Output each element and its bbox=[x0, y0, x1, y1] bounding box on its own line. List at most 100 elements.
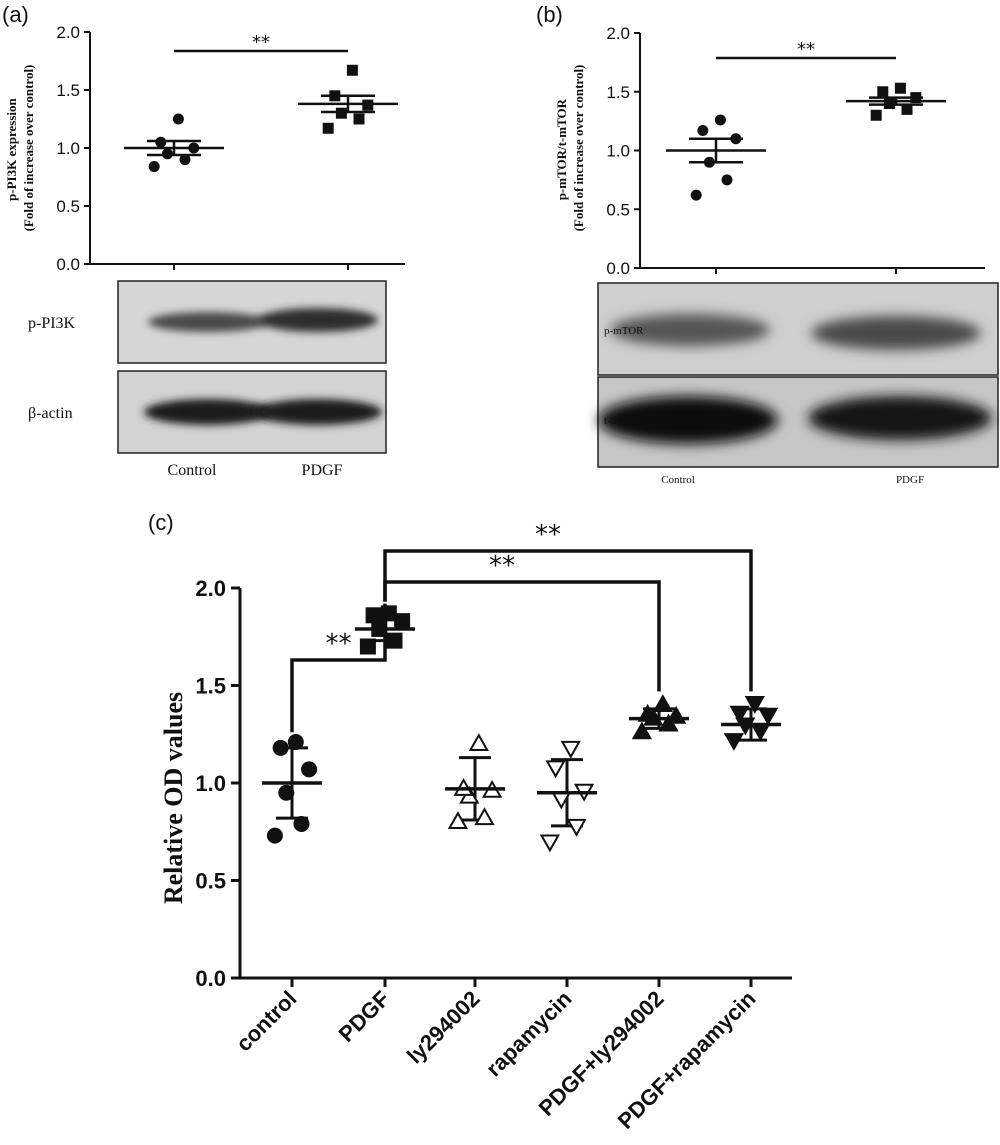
data-point bbox=[335, 107, 347, 119]
data-point bbox=[474, 807, 495, 826]
data-point bbox=[322, 122, 334, 134]
x-category-label: rapamycin bbox=[481, 986, 577, 1082]
panel-c: (c) Relative OD values 0.0 0.5 1.0 1.5 2.0 co… bbox=[148, 510, 792, 1134]
blot-a-lane-label-control: Control bbox=[168, 462, 217, 479]
data-point bbox=[287, 734, 304, 751]
significance-label: ** bbox=[797, 39, 815, 60]
data-point bbox=[910, 92, 922, 104]
data-point bbox=[723, 733, 745, 751]
data-point bbox=[365, 607, 382, 624]
data-point bbox=[447, 811, 469, 829]
blot-a-row-label-2: β-actin bbox=[28, 405, 73, 422]
significance-label: ** bbox=[535, 520, 561, 550]
data-point bbox=[894, 82, 906, 94]
plot-area-c: 0.0 0.5 1.0 1.5 2.0 control PDGF ly294002rapamy… bbox=[195, 520, 792, 1134]
data-point bbox=[172, 113, 184, 125]
blot-a-band-control-1 bbox=[148, 312, 268, 332]
data-point bbox=[179, 154, 191, 166]
data-point bbox=[362, 99, 374, 111]
y-tick-label: 0.0 bbox=[56, 255, 80, 274]
y-axis-label-a-line2: (Fold of increase over control) bbox=[21, 65, 36, 232]
data-point bbox=[148, 161, 160, 173]
blot-b-row-label-1: p-mTOR bbox=[604, 325, 644, 337]
y-tick-label: 0.5 bbox=[56, 197, 80, 216]
x-category-label: control bbox=[231, 986, 301, 1056]
significance-label: ** bbox=[326, 629, 352, 659]
data-point bbox=[155, 136, 167, 148]
y-axis-label-a: p-PI3K expression (Fold of increase over… bbox=[4, 65, 36, 232]
y-axis-label-b-line1: p-mTOR/t-mTOR bbox=[554, 98, 569, 200]
data-point bbox=[359, 638, 376, 655]
data-point bbox=[750, 723, 771, 742]
y-axis-label-b: p-mTOR/t-mTOR (Fold of increase over con… bbox=[554, 65, 586, 232]
significance-bracket bbox=[383, 580, 661, 692]
y-axis-label-b-line2: (Fold of increase over control) bbox=[571, 65, 586, 232]
data-point bbox=[161, 148, 173, 160]
panel-label-b: (b) bbox=[536, 2, 563, 27]
data-point bbox=[901, 103, 913, 115]
data-point bbox=[329, 90, 341, 102]
data-point bbox=[380, 605, 397, 622]
data-point bbox=[566, 818, 587, 837]
blot-a-band-control-2 bbox=[144, 399, 272, 425]
plot-area-b: 0.0 0.5 1.0 1.5 2.0 ** bbox=[606, 24, 985, 278]
blot-a: p-PI3K β-actin Control PDGF bbox=[28, 280, 387, 479]
data-point bbox=[560, 740, 581, 759]
data-point bbox=[697, 125, 709, 137]
data-point bbox=[877, 86, 889, 98]
data-point bbox=[652, 694, 673, 712]
data-point bbox=[272, 739, 289, 756]
data-point bbox=[703, 156, 715, 168]
data-point bbox=[744, 696, 765, 714]
data-point bbox=[353, 113, 365, 125]
blot-a-band-pdgf-1 bbox=[258, 308, 378, 332]
blot-b-band-pdgf-2 bbox=[808, 396, 992, 440]
y-tick-label: 1.0 bbox=[56, 139, 80, 158]
data-point bbox=[346, 64, 358, 76]
data-point bbox=[293, 815, 310, 832]
y-tick-label: 1.0 bbox=[195, 771, 226, 796]
data-point bbox=[631, 721, 653, 740]
significance-label: ** bbox=[252, 32, 270, 53]
data-point bbox=[301, 761, 318, 778]
data-point bbox=[870, 109, 882, 121]
y-tick-label: 1.0 bbox=[606, 142, 630, 161]
data-point bbox=[883, 98, 895, 109]
data-point bbox=[690, 189, 702, 201]
data-point bbox=[729, 705, 750, 724]
data-point bbox=[386, 632, 403, 649]
panel-label-a: (a) bbox=[2, 2, 29, 27]
y-tick-label: 1.5 bbox=[56, 81, 80, 100]
y-tick-label: 1.5 bbox=[195, 674, 226, 699]
x-category-label: PDGF bbox=[334, 986, 395, 1047]
blot-b-band-pdgf-1 bbox=[811, 316, 981, 350]
significance-bracket bbox=[290, 603, 387, 733]
data-point bbox=[539, 834, 561, 853]
y-tick-label: 1.5 bbox=[606, 83, 630, 102]
y-tick-label: 0.5 bbox=[606, 200, 630, 219]
blot-b-row-label-2: t-mTOR bbox=[604, 415, 642, 427]
data-point bbox=[730, 133, 742, 145]
x-category-label: ly294002 bbox=[402, 986, 485, 1069]
data-point bbox=[714, 114, 726, 126]
y-tick-label: 2.0 bbox=[195, 576, 226, 601]
y-axis-label-c: Relative OD values bbox=[159, 692, 188, 904]
data-point bbox=[278, 784, 295, 801]
blot-a-lane-label-pdgf: PDGF bbox=[302, 462, 343, 479]
y-axis-label-a-line1: p-PI3K expression bbox=[4, 98, 19, 201]
blot-b: p-mTOR t-mTOR Control PDGF bbox=[597, 282, 999, 486]
panel-label-c: (c) bbox=[148, 510, 174, 535]
data-point bbox=[188, 142, 200, 154]
blot-b-band-control-2 bbox=[598, 396, 778, 444]
y-tick-label: 0.5 bbox=[195, 869, 226, 894]
blot-b-lane-label-control: Control bbox=[661, 474, 695, 486]
panel-a: (a) p-PI3K expression (Fold of increase … bbox=[2, 2, 405, 479]
data-point bbox=[394, 613, 411, 630]
y-tick-label: 2.0 bbox=[606, 24, 630, 43]
blot-a-row-label-1: p-PI3K bbox=[28, 315, 76, 332]
significance-bracket bbox=[383, 549, 753, 692]
y-tick-label: 0.0 bbox=[606, 259, 630, 278]
data-point bbox=[545, 760, 566, 779]
blot-b-band-control-1 bbox=[610, 314, 770, 346]
